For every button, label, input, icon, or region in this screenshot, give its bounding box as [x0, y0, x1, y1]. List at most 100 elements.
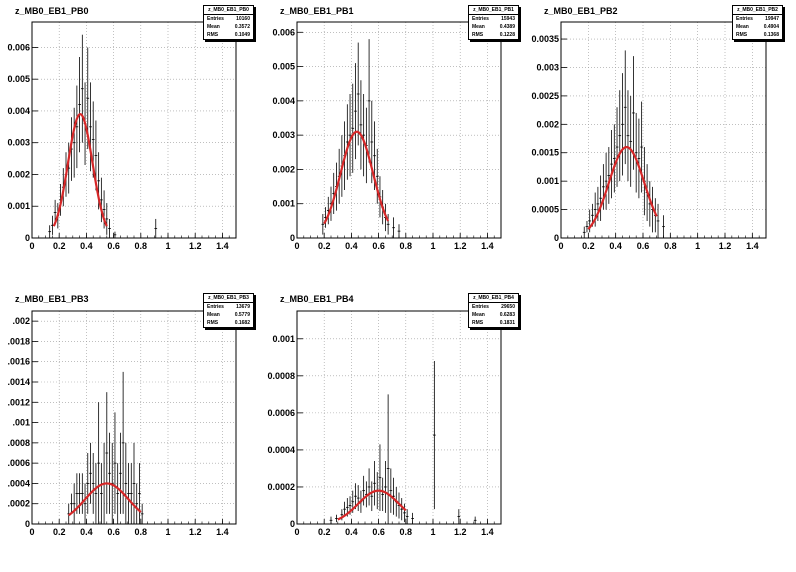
x-tick-label: 0.4 — [80, 527, 93, 537]
x-tick-label: 0 — [558, 241, 563, 251]
y-tick-label: 0.0002 — [267, 482, 295, 492]
y-tick-label: 0.001 — [7, 201, 30, 211]
y-tick-label: 0.003 — [536, 62, 559, 72]
x-tick-label: 0 — [294, 241, 299, 251]
y-tick-label: 0.006 — [272, 27, 295, 37]
x-tick-label: 1.2 — [719, 241, 732, 251]
y-tick-label: .0004 — [7, 478, 30, 488]
x-tick-label: 0.8 — [400, 241, 413, 251]
x-tick-label: 0.4 — [609, 241, 622, 251]
y-tick-label-zero: 0 — [290, 233, 295, 243]
stats-box-name: z_MB0_EB1_PB3 — [204, 294, 253, 303]
stats-row-entries: Entries 10160 — [207, 16, 250, 22]
x-tick-label: 1.4 — [481, 241, 494, 251]
stats-row-mean: Mean 0.4389 — [472, 24, 515, 30]
y-tick-label: .0018 — [7, 336, 30, 346]
x-tick-label: 0.6 — [107, 241, 120, 251]
y-tick-label: 0.003 — [272, 130, 295, 140]
stats-row-mean: Mean 0.5779 — [207, 312, 250, 318]
y-tick-label: .0008 — [7, 438, 30, 448]
y-tick-label: .0006 — [7, 458, 30, 468]
stats-box-name: z_MB0_EB1_PB1 — [469, 6, 518, 15]
stats-row-entries: Entries 15943 — [472, 16, 515, 22]
x-tick-label: 1 — [430, 527, 435, 537]
x-tick-label: 0 — [29, 241, 34, 251]
plot-frame — [296, 310, 502, 525]
stats-row-entries: Entries 13679 — [207, 304, 250, 310]
y-tick-label: 0.002 — [536, 119, 559, 129]
x-tick-label: 0.6 — [637, 241, 650, 251]
x-tick-label: 0.2 — [582, 241, 595, 251]
x-tick-label: 0.2 — [53, 527, 66, 537]
x-tick-label: 1.4 — [216, 241, 229, 251]
hist-title-pb3: z_MB0_EB1_PB3 — [15, 294, 89, 304]
gaussian-fit-curve — [587, 145, 658, 230]
x-tick-label: 1.2 — [189, 241, 202, 251]
x-tick-label: 0 — [29, 527, 34, 537]
y-tick-label-zero: 0 — [290, 519, 295, 529]
x-tick-label: 0.2 — [318, 241, 331, 251]
stats-box-name: z_MB0_EB1_PB2 — [733, 6, 782, 15]
y-tick-label: 0.003 — [7, 138, 30, 148]
x-tick-label: 0.6 — [372, 241, 385, 251]
stats-box-pb4: z_MB0_EB1_PB4 Entries 29650 Mean 0.6283 RM… — [468, 293, 519, 328]
y-tick-label: 0.006 — [7, 42, 30, 52]
y-tick-label: 0.001 — [536, 176, 559, 186]
y-tick-label: 0.0035 — [531, 34, 559, 44]
stats-box-name: z_MB0_EB1_PB4 — [469, 294, 518, 303]
y-tick-label: 0.001 — [272, 334, 295, 344]
x-tick-label: 1.2 — [454, 527, 467, 537]
x-tick-label: 0.6 — [107, 527, 120, 537]
x-tick-label: 1 — [165, 527, 170, 537]
hist-title-pb0: z_MB0_EB1_PB0 — [15, 6, 89, 16]
stats-box-pb0: z_MB0_EB1_PB0 Entries 10160 Mean 0.3572 RM… — [203, 5, 254, 40]
gaussian-fit-curve — [52, 112, 108, 227]
x-tick-label: 0.8 — [135, 527, 148, 537]
stats-row-rms: RMS 0.1831 — [472, 320, 515, 326]
x-tick-label: 1.4 — [481, 527, 494, 537]
x-tick-label: 1 — [430, 241, 435, 251]
hist-title-pb4: z_MB0_EB1_PB4 — [280, 294, 354, 304]
y-tick-label-zero: 0 — [25, 233, 30, 243]
stats-row-entries: Entries 19947 — [736, 16, 779, 22]
gaussian-fit-curve — [68, 482, 142, 517]
x-tick-label: 0.6 — [372, 527, 385, 537]
x-tick-label: 1.4 — [746, 241, 759, 251]
x-tick-label: 0.2 — [53, 241, 66, 251]
x-tick-label: 0 — [294, 527, 299, 537]
gaussian-fit-curve — [337, 489, 407, 521]
y-tick-label: .0014 — [7, 377, 30, 387]
x-tick-label: 0.4 — [345, 241, 358, 251]
stats-box-pb1: z_MB0_EB1_PB1 Entries 15943 Mean 0.4389 RM… — [468, 5, 519, 40]
stats-row-mean: Mean 0.4904 — [736, 24, 779, 30]
x-tick-label: 0.8 — [135, 241, 148, 251]
hist-title-pb1: z_MB0_EB1_PB1 — [280, 6, 354, 16]
stats-box-pb2: z_MB0_EB1_PB2 Entries 19947 Mean 0.4904 RM… — [732, 5, 783, 40]
stats-row-rms: RMS 0.1368 — [736, 32, 779, 38]
gaussian-fit-curve — [323, 130, 390, 225]
y-tick-label: .0012 — [7, 397, 30, 407]
y-tick-label: 0.005 — [7, 74, 30, 84]
y-tick-label: .0016 — [7, 357, 30, 367]
y-tick-label: .002 — [12, 316, 30, 326]
stats-row-entries: Entries 29650 — [472, 304, 515, 310]
hist-title-pb2: z_MB0_EB1_PB2 — [544, 6, 618, 16]
y-tick-label: 0.002 — [7, 169, 30, 179]
x-tick-label: 0.4 — [345, 527, 358, 537]
y-tick-label: 0.005 — [272, 62, 295, 72]
y-tick-label: 0.001 — [272, 199, 295, 209]
stats-row-rms: RMS 0.1682 — [207, 320, 250, 326]
stats-row-mean: Mean 0.6283 — [472, 312, 515, 318]
y-tick-label: 0.0015 — [531, 148, 559, 158]
stats-row-rms: RMS 0.1049 — [207, 32, 250, 38]
x-tick-label: 1 — [165, 241, 170, 251]
x-tick-label: 0.2 — [318, 527, 331, 537]
y-tick-label-zero: 0 — [25, 519, 30, 529]
x-tick-label: 1.2 — [454, 241, 467, 251]
y-tick-label: 0.0025 — [531, 91, 559, 101]
x-tick-label: 1.4 — [216, 527, 229, 537]
